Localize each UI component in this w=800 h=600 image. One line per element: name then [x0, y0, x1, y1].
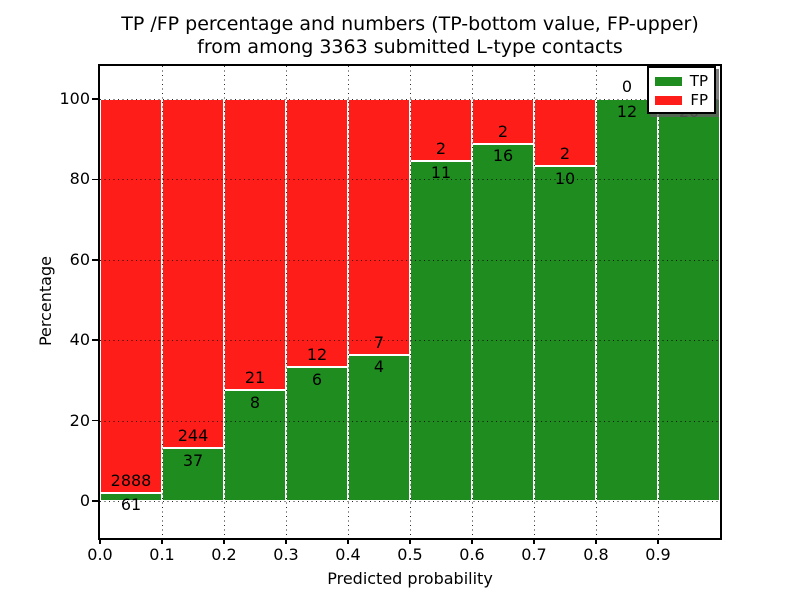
fp-count-label: 244 [177, 426, 209, 446]
y-tick-label: 100 [59, 89, 90, 108]
x-tick-mark [533, 538, 535, 544]
x-tick-mark [595, 538, 597, 544]
h-gridline [100, 501, 720, 502]
h-gridline [100, 99, 720, 100]
fp-count-label: 2888 [110, 470, 152, 490]
y-tick-mark [92, 339, 98, 341]
x-tick-mark [223, 538, 225, 544]
x-tick-label: 0.1 [149, 545, 175, 564]
fp-bar [162, 99, 224, 449]
fp-bar [348, 99, 410, 355]
v-gridline [657, 66, 659, 538]
y-tick-mark [92, 500, 98, 502]
x-tick-mark [657, 538, 659, 544]
v-gridline [347, 66, 349, 538]
y-tick-label: 40 [69, 330, 90, 350]
legend: TP FP [647, 66, 716, 114]
v-gridline [409, 66, 411, 538]
x-tick-label: 0.5 [397, 545, 423, 564]
tp-bar [410, 160, 472, 501]
tp-bar [162, 448, 224, 501]
h-gridline [100, 259, 720, 261]
tp-count-label: 8 [249, 392, 261, 412]
chart-title: TP /FP percentage and numbers (TP-bottom… [10, 13, 800, 59]
y-tick-mark [92, 98, 98, 100]
tp-bar [348, 354, 410, 501]
x-tick-label: 0.8 [583, 545, 609, 564]
fp-count-label: 7 [373, 332, 385, 352]
chart-title-line2: from among 3363 submitted L-type contact… [197, 36, 623, 58]
chart-title-line1: TP /FP percentage and numbers (TP-bottom… [121, 13, 699, 35]
x-tick-mark [99, 538, 101, 544]
x-tick-mark [347, 538, 349, 544]
tp-count-label: 16 [492, 146, 514, 166]
h-gridline [100, 420, 720, 422]
v-gridline [533, 66, 535, 538]
y-tick-label: 0 [79, 491, 90, 510]
x-tick-label: 0.7 [521, 545, 547, 564]
fp-bar [286, 99, 348, 367]
legend-fp-label: FP [690, 91, 708, 109]
tp-bar [472, 143, 534, 501]
v-gridline [471, 66, 473, 538]
h-gridline [100, 340, 720, 342]
x-tick-label: 0.0 [87, 545, 113, 564]
legend-fp-swatch [655, 95, 682, 105]
h-gridline [100, 179, 720, 181]
x-axis-label: Predicted probability [327, 569, 493, 588]
tp-bar [286, 367, 348, 501]
fp-count-label: 2 [559, 144, 571, 163]
fp-count-label: 2 [497, 121, 509, 141]
y-tick-mark [92, 259, 98, 261]
y-tick-label: 80 [69, 169, 90, 189]
fp-count-label: 21 [244, 368, 266, 388]
fp-bar [100, 99, 162, 493]
fp-count-label: 0 [621, 77, 633, 96]
x-tick-label: 0.6 [459, 545, 485, 564]
tp-count-label: 10 [554, 168, 576, 188]
x-tick-label: 0.3 [273, 545, 299, 564]
x-tick-mark [285, 538, 287, 544]
y-axis-label: Percentage [36, 256, 55, 347]
v-gridline [161, 66, 163, 538]
tp-bar [596, 99, 658, 501]
tp-count-label: 12 [616, 101, 638, 121]
legend-row-fp: FP [655, 92, 708, 108]
tp-count-label: 4 [373, 357, 385, 377]
x-tick-mark [409, 538, 411, 544]
legend-row-tp: TP [655, 73, 708, 89]
x-tick-label: 0.9 [645, 545, 671, 564]
v-gridline [285, 66, 287, 538]
y-tick-mark [92, 419, 98, 422]
x-tick-mark [161, 538, 163, 544]
x-tick-label: 0.2 [211, 545, 237, 564]
fp-count-label: 2 [435, 138, 447, 158]
x-tick-label: 0.4 [335, 545, 361, 564]
tp-count-label: 11 [430, 163, 452, 183]
y-tick-mark [92, 178, 98, 181]
y-tick-label: 60 [69, 249, 90, 269]
legend-tp-label: TP [689, 72, 708, 90]
fp-bar [410, 99, 472, 161]
v-gridline [223, 66, 225, 538]
fp-count-label: 12 [306, 345, 328, 364]
legend-tp-swatch [655, 76, 682, 86]
tp-bar [534, 166, 596, 501]
y-tick-label: 20 [69, 410, 90, 430]
x-tick-mark [471, 538, 473, 544]
tp-count-label: 6 [311, 369, 323, 389]
v-gridline [595, 66, 597, 538]
tp-count-label: 37 [182, 450, 204, 470]
tp-bar [224, 390, 286, 501]
tp-bar [658, 99, 720, 501]
fp-bar [224, 99, 286, 391]
tp-count-label: 61 [120, 495, 142, 515]
